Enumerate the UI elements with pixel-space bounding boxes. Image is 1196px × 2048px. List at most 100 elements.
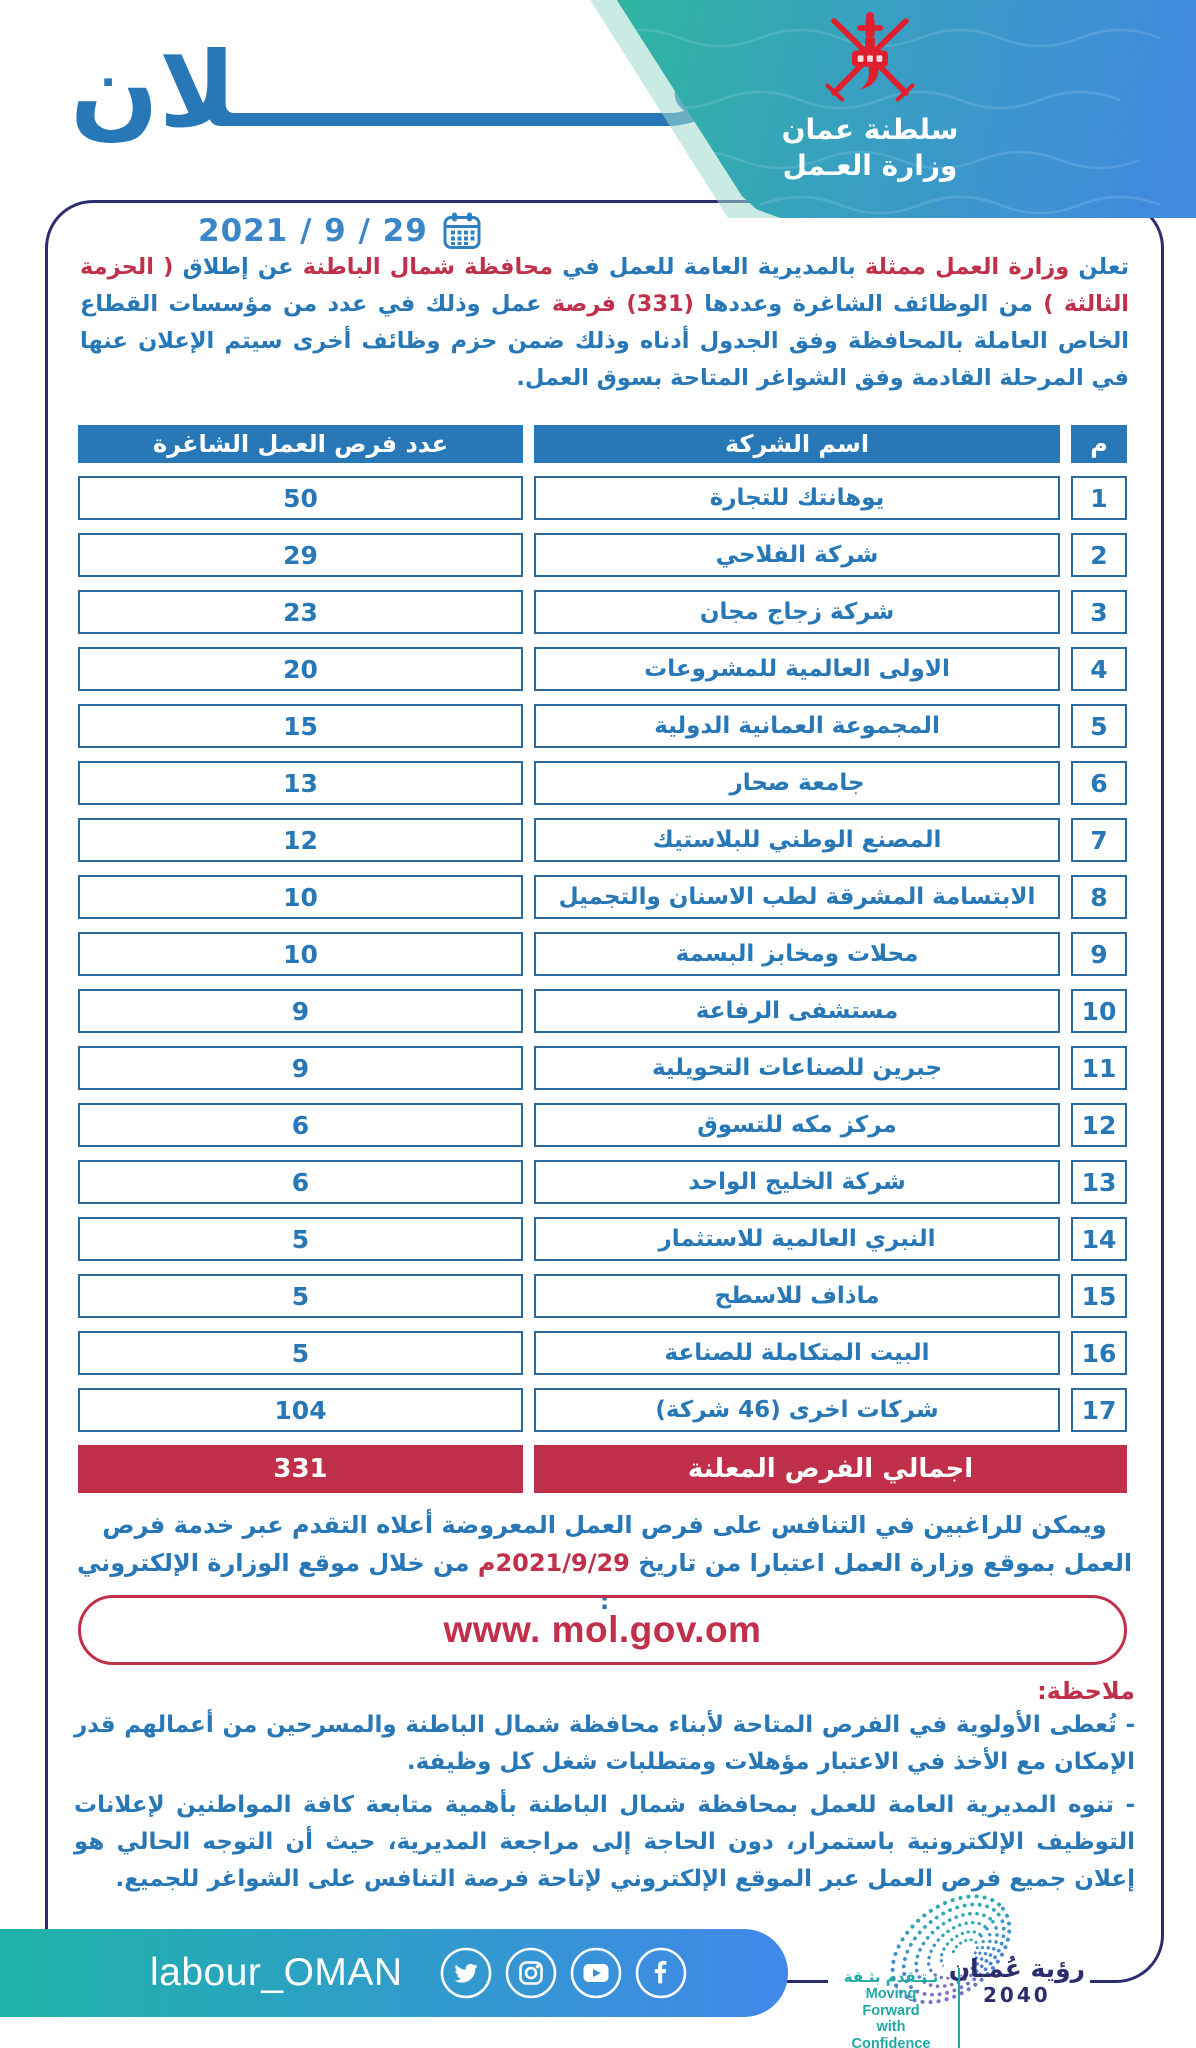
- note-title: ملاحظة:: [1037, 1677, 1135, 1705]
- motto-english-line2: with Confidence: [851, 2019, 931, 2048]
- ministry-name: وزارة العـمل: [782, 149, 958, 183]
- footer-bar: labour_OMAN: [0, 1929, 788, 2017]
- intro-paragraph: تعلن وزارة العمل ممثلة بالمديرية العامة …: [80, 249, 1129, 397]
- row-vacancy-count: 20: [78, 647, 523, 691]
- calendar-icon: [443, 212, 481, 249]
- table-header-serial: م: [1071, 425, 1127, 463]
- row-serial: 7: [1071, 818, 1127, 862]
- row-serial: 12: [1071, 1103, 1127, 1147]
- row-company-name: مستشفى الرفاعة: [534, 989, 1060, 1033]
- row-vacancy-count: 9: [78, 1046, 523, 1090]
- row-vacancy-count: 10: [78, 932, 523, 976]
- facebook-icon[interactable]: [634, 1946, 688, 2000]
- moving-forward-logo: نـتـقدم بثـقة Moving Forward with Confid…: [836, 1968, 960, 2048]
- row-company-name: المصنع الوطني للبلاستيك: [534, 818, 1060, 862]
- intro-segment: عمل وذلك في عدد من مؤسسات القطاع الخاص ا…: [80, 291, 1129, 391]
- row-company-name: شركة الفلاحي: [534, 533, 1060, 577]
- emblem-block: سلطنة عمان وزارة العـمل: [770, 8, 970, 185]
- row-serial: 8: [1071, 875, 1127, 919]
- row-serial: 1: [1071, 476, 1127, 520]
- apply-segment: 2021/9/29م: [477, 1549, 630, 1577]
- website-link[interactable]: www. mol.gov.om: [78, 1595, 1127, 1665]
- total-label: اجمالي الفرص المعلنة: [534, 1445, 1127, 1493]
- intro-segment: محافظة شمال الباطنة: [293, 254, 554, 280]
- row-vacancy-count: 5: [78, 1217, 523, 1261]
- oman-vision-2040-logo: رؤية عُمـان 2040: [880, 1866, 1085, 2042]
- intro-segment: من الوظائف الشاغرة وعددها: [693, 291, 1033, 317]
- instagram-icon[interactable]: [504, 1946, 558, 2000]
- row-vacancy-count: 6: [78, 1160, 523, 1204]
- row-company-name: ماذاف للاسطح: [534, 1274, 1060, 1318]
- row-serial: 13: [1071, 1160, 1127, 1204]
- motto-english-line1: Moving Forward: [862, 1986, 920, 2019]
- row-vacancy-count: 15: [78, 704, 523, 748]
- row-company-name: البيت المتكاملة للصناعة: [534, 1331, 1060, 1375]
- vision-2040-swirl-icon: [890, 1894, 1012, 2005]
- table-header-company: اسم الشركة: [534, 425, 1060, 463]
- row-serial: 2: [1071, 533, 1127, 577]
- row-vacancy-count: 23: [78, 590, 523, 634]
- intro-segment: ( الحزمة الثالثة ): [80, 254, 1129, 317]
- row-serial: 17: [1071, 1388, 1127, 1432]
- row-vacancy-count: 12: [78, 818, 523, 862]
- apply-segment: من خلال موقع الوزارة الإلكتروني :: [76, 1549, 610, 1615]
- vision-year: 2040: [983, 1983, 1051, 2007]
- row-vacancy-count: 5: [78, 1331, 523, 1375]
- row-company-name: شركة الخليج الواحد: [534, 1160, 1060, 1204]
- row-serial: 5: [1071, 704, 1127, 748]
- row-serial: 14: [1071, 1217, 1127, 1261]
- note-item: - تنوه المديرية العامة للعمل بمحافظة شما…: [74, 1792, 1135, 1892]
- row-serial: 6: [1071, 761, 1127, 805]
- row-vacancy-count: 6: [78, 1103, 523, 1147]
- note-item: - تُعطى الأولوية في الفرص المتاحة لأبناء…: [74, 1712, 1135, 1775]
- twitter-icon[interactable]: [439, 1946, 493, 2000]
- date-text: 2021 / 9 / 29: [198, 213, 428, 249]
- intro-segment: بالمديرية العامة للعمل في: [553, 254, 856, 280]
- jobs-table: م اسم الشركة عدد فرص العمل الشاغرة 1 يوهانتك…: [78, 425, 1127, 1493]
- row-vacancy-count: 9: [78, 989, 523, 1033]
- row-serial: 11: [1071, 1046, 1127, 1090]
- intro-segment: (331) فرصة: [541, 291, 694, 317]
- intro-segment: عن إطلاق: [173, 254, 294, 280]
- row-company-name: جامعة صحار: [534, 761, 1060, 805]
- oman-national-emblem-icon: [825, 12, 915, 102]
- row-company-name: محلات ومخابز البسمة: [534, 932, 1060, 976]
- row-company-name: شركات اخرى (46 شركة): [534, 1388, 1060, 1432]
- note-items: - تُعطى الأولوية في الفرص المتاحة لأبناء…: [74, 1707, 1135, 1898]
- motto-arabic: نـتـقدم بثـقة: [843, 1968, 939, 1986]
- row-serial: 3: [1071, 590, 1127, 634]
- apply-instructions: ويمكن للراغبين في التنافس على فرص العمل …: [76, 1506, 1133, 1620]
- intro-segment: تعلن: [1069, 254, 1130, 280]
- intro-segment: وزارة العمل ممثلة: [855, 254, 1070, 280]
- date-row: 2021 / 9 / 29: [198, 211, 482, 251]
- row-vacancy-count: 29: [78, 533, 523, 577]
- row-company-name: يوهانتك للتجارة: [534, 476, 1060, 520]
- youtube-icon[interactable]: [569, 1946, 623, 2000]
- row-serial: 9: [1071, 932, 1127, 976]
- social-handle: labour_OMAN: [150, 1951, 403, 1994]
- row-company-name: الابتسامة المشرقة لطب الاسنان والتجميل: [534, 875, 1060, 919]
- row-serial: 10: [1071, 989, 1127, 1033]
- vision-2040-text: رؤية عُمـان 2040: [949, 1954, 1085, 2007]
- vision-title: رؤية عُمـان: [948, 1954, 1085, 1983]
- social-icons-row: [439, 1946, 688, 2000]
- row-company-name: المجموعة العمانية الدولية: [534, 704, 1060, 748]
- row-company-name: الاولى العالمية للمشروعات: [534, 647, 1060, 691]
- ministry-country-name: سلطنة عمان: [781, 113, 959, 146]
- row-vacancy-count: 10: [78, 875, 523, 919]
- row-vacancy-count: 13: [78, 761, 523, 805]
- apply-segment: ويمكن للراغبين في التنافس على فرص العمل …: [102, 1511, 1133, 1577]
- total-value: 331: [78, 1445, 523, 1493]
- row-vacancy-count: 104: [78, 1388, 523, 1432]
- row-vacancy-count: 50: [78, 476, 523, 520]
- row-company-name: شركة زجاج مجان: [534, 590, 1060, 634]
- row-company-name: النبري العالمية للاستثمار: [534, 1217, 1060, 1261]
- page-title: إعــــــــــــلان: [70, 29, 771, 151]
- note-section: ملاحظة: - تُعطى الأولوية في الفرص المتاح…: [74, 1677, 1135, 1904]
- website-url: www. mol.gov.om: [443, 1609, 762, 1650]
- row-serial: 16: [1071, 1331, 1127, 1375]
- row-company-name: جبرين للصناعات التحويلية: [534, 1046, 1060, 1090]
- table-header-count: عدد فرص العمل الشاغرة: [78, 425, 523, 463]
- content-box: 2021 / 9 / 29 تعلن وزارة العمل ممثلة بال…: [45, 200, 1164, 1983]
